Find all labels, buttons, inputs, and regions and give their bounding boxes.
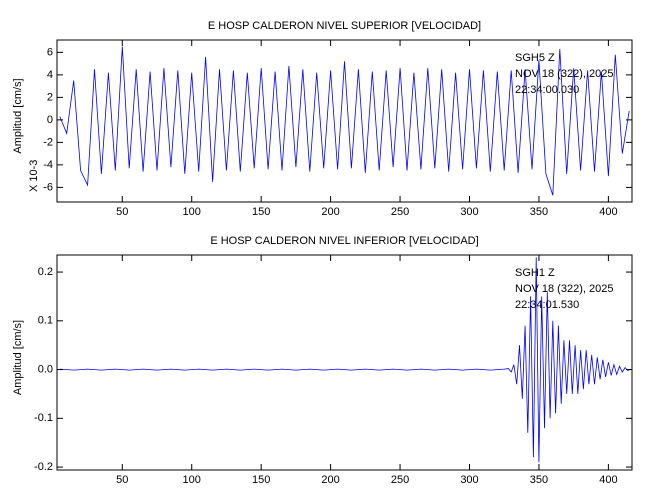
x-tick-label: 100 (183, 474, 201, 486)
y-tick-label: 0.0 (38, 363, 53, 375)
y-tick-label: -0.1 (34, 412, 53, 424)
y-multiplier: X 10-3 (28, 160, 40, 192)
x-tick-label: 300 (460, 474, 478, 486)
x-tick-label: 250 (391, 474, 409, 486)
x-tick-label: 350 (530, 474, 548, 486)
x-tick-label: 300 (460, 206, 478, 218)
y-tick-label: -4 (43, 159, 53, 171)
x-tick-label: 350 (530, 206, 548, 218)
frame (56, 39, 633, 203)
y-tick-label: 6 (47, 46, 53, 58)
plot-area (59, 46, 630, 196)
y-tick-label: -0.2 (34, 461, 53, 473)
chart-title: E HOSP CALDERON NIVEL SUPERIOR [VELOCIDA… (208, 20, 481, 32)
chart-title: E HOSP CALDERON NIVEL INFERIOR [VELOCIDA… (210, 235, 478, 247)
x-tick-label: 150 (252, 206, 270, 218)
x-tick-label: 200 (321, 206, 339, 218)
x-tick-label: 400 (599, 474, 617, 486)
x-tick-label: 50 (116, 206, 128, 218)
y-tick-label: -2 (43, 136, 53, 148)
plot-area (59, 257, 631, 463)
y-tick-label: 0.1 (38, 315, 53, 327)
annotation: SGH5 Z (515, 52, 555, 64)
y-tick-label: 0 (47, 114, 53, 126)
y-tick-label: 4 (47, 69, 53, 81)
annotation: SGH1 Z (515, 267, 555, 279)
frame (56, 254, 633, 471)
annotation: 22:34:00.030 (515, 84, 579, 96)
annotation: NOV 18 (322), 2025 (515, 68, 613, 80)
x-tick-label: 150 (252, 474, 270, 486)
x-tick-label: 400 (599, 206, 617, 218)
x-tick-label: 50 (116, 474, 128, 486)
y-axis-label: Amplitud [cm/s] (12, 320, 24, 395)
x-tick-label: 200 (321, 474, 339, 486)
y-tick-label: -6 (43, 181, 53, 193)
x-tick-label: 100 (183, 206, 201, 218)
y-tick-label: 0.2 (38, 266, 53, 278)
waveform (59, 257, 631, 463)
annotation: 22:34:01.530 (515, 299, 579, 311)
waveform (59, 46, 630, 196)
y-tick-label: 2 (47, 91, 53, 103)
annotation: NOV 18 (322), 2025 (515, 283, 613, 295)
x-tick-label: 250 (391, 206, 409, 218)
y-axis-label: Amplitud [cm/s] (12, 78, 24, 153)
